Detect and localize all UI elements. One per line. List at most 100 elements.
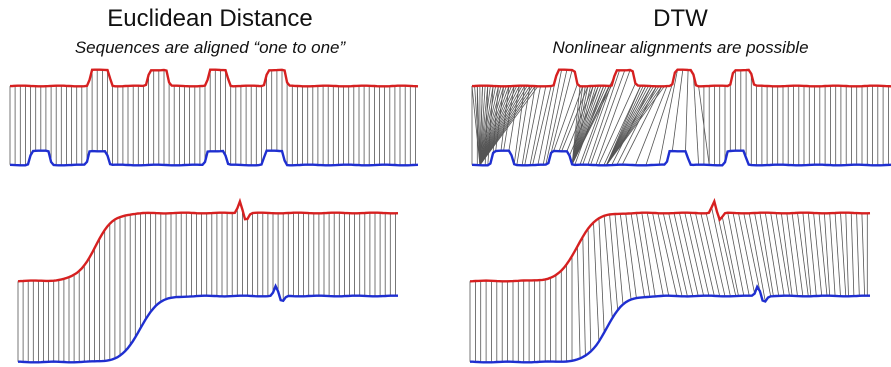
dtw-step-alignment-line [587, 228, 592, 352]
euclidean-step-example [17, 197, 399, 364]
dtw-pulses-alignment-line [598, 83, 636, 166]
dtw-step-alignment-line [764, 212, 780, 296]
dtw-step-alignment-line [619, 213, 632, 300]
dtw-step-lower-series [470, 284, 870, 364]
dtw-pulses-alignment-line [542, 69, 562, 165]
dtw-step-example [469, 197, 871, 364]
dtw-step-alignment-line [609, 214, 619, 311]
dtw-step-alignment-line [850, 212, 855, 297]
dtw-step-alignment-line [721, 216, 739, 296]
dtw-step-alignment-line [748, 213, 766, 302]
dtw-step-alignment-line [636, 212, 651, 297]
dtw-pulses-alignment-line [524, 86, 541, 166]
dtw-pulses-alignment-line [513, 85, 526, 165]
dtw-pulses-alignment-line [571, 85, 599, 165]
dtw-pulses-alignment-line [587, 70, 620, 165]
dtw-pulses-alignment-line [479, 86, 504, 166]
dtw-pulses-alignment-line [606, 85, 647, 166]
dtw-step-alignment-line [807, 212, 817, 297]
dtw-step-alignment-line [598, 218, 605, 333]
dtw-pulses-alignment-line [479, 86, 502, 166]
dtw-pulses-alignment-line [479, 85, 491, 166]
dtw-step-alignment-line [603, 215, 613, 319]
dtw-pulses-alignment-line [479, 86, 499, 166]
dtw-pulses-alignment-line [571, 86, 584, 165]
dtw-pulses-alignment-line [476, 85, 481, 166]
dtw-step-alignment-line [861, 213, 865, 296]
dtw-pulses-alignment-line [645, 84, 673, 166]
dtw-step-alignment-line [625, 213, 637, 299]
dtw-step-alignment-line [829, 213, 836, 296]
dtw-step-alignment-line [689, 212, 710, 296]
dtw-pulses-alignment-line [479, 86, 507, 166]
dtw-pulses-alignment-line [671, 69, 684, 152]
euclidean-step-alignment-lines [17, 208, 396, 363]
euclidean-subtitle: Sequences are aligned “one to one” [74, 38, 346, 57]
dtw-pulses-alignment-line [571, 86, 589, 165]
dtw-step-alignment-line [759, 212, 774, 297]
dtw-step-alignment-line [738, 213, 755, 294]
dtw-pulses-alignment-line [479, 85, 483, 166]
dtw-title: DTW [653, 5, 708, 32]
dtw-step-alignment-line [781, 213, 793, 296]
dtw-pulses-alignment-line [635, 85, 668, 166]
dtw-pulses-alignment-line [521, 86, 536, 166]
dtw-step-alignment-line [668, 213, 688, 297]
dtw-pulses-alignment-line [571, 85, 597, 165]
dtw-step-alignment-line [786, 213, 798, 297]
dtw-step-alignment-line [577, 246, 581, 359]
euclidean-pulses-alignment-lines [9, 69, 416, 166]
dtw-pulses-lower-series [471, 149, 891, 167]
dtw-step-alignment-line [593, 222, 600, 342]
dtw-step-alignment-line [775, 213, 790, 296]
dtw-pulses-example [471, 68, 891, 167]
euclidean-pulses-example [9, 68, 419, 167]
dtw-step-alignment-line [705, 213, 726, 297]
dtw-step-alignment-line [673, 213, 694, 297]
dtw-pulses-alignment-line [571, 86, 581, 165]
dtw-step-alignment-line [818, 213, 828, 296]
dtw-pulses-alignment-line [479, 85, 489, 166]
dtw-step-alignment-line [652, 212, 670, 296]
dtw-pulses-alignment-line [471, 86, 481, 166]
dtw-step-alignment-line [630, 213, 645, 298]
dtw-step-alignment-line [679, 212, 699, 296]
dtw-pulses-alignment-line [479, 86, 497, 166]
dtw-step-alignment-line [802, 212, 812, 297]
dtw-pulses-alignment-line [571, 85, 594, 165]
dtw-step-upper-series [469, 197, 871, 283]
dtw-step-alignment-line [727, 212, 745, 296]
euclidean-pulses-upper-series [9, 68, 419, 88]
dtw-pulses-alignment-line [479, 85, 494, 166]
euclidean-step-lower-series [18, 283, 398, 364]
dtw-pulses-alignment-line [545, 69, 568, 165]
dtw-step-alignment-line [770, 212, 785, 296]
dtw-pulses-alignment-line [571, 86, 586, 165]
dtw-pulses-alignment-line [579, 85, 610, 165]
dtw-step-alignment-line [743, 213, 761, 292]
dtw-step-alignment-line [845, 212, 849, 297]
dtw-step-alignment-line [834, 212, 841, 297]
dtw-step-alignment-line [700, 213, 721, 297]
dtw-pulses-alignment-line [595, 69, 631, 166]
dtw-step-alignment-line [824, 213, 831, 296]
dtw-pulses-alignment-line [616, 86, 657, 165]
dtw-step-alignment-line [732, 212, 750, 296]
dtw-pulses-alignment-line [658, 69, 678, 165]
dtw-step-alignment-line [582, 236, 586, 356]
dtw-step-alignment-line [797, 212, 809, 297]
dtw-subtitle: Nonlinear alignments are possible [552, 38, 809, 57]
dtw-step-alignment-lines [469, 207, 868, 363]
dtw-pulses-alignment-line [532, 86, 552, 166]
euclidean-step-upper-series [17, 197, 399, 283]
dtw-pulses-alignment-line [606, 86, 665, 166]
dtw-pulses-alignment-line [529, 86, 547, 166]
dtw-step-alignment-line [754, 212, 772, 297]
dtw-step-alignment-line [695, 212, 715, 296]
dtw-pulses-alignment-line [553, 83, 578, 152]
dtw-step-alignment-line [791, 213, 804, 297]
dtw-step-alignment-line [684, 212, 704, 296]
dtw-step-alignment-line [614, 213, 624, 305]
euclidean-title: Euclidean Distance [107, 5, 313, 32]
